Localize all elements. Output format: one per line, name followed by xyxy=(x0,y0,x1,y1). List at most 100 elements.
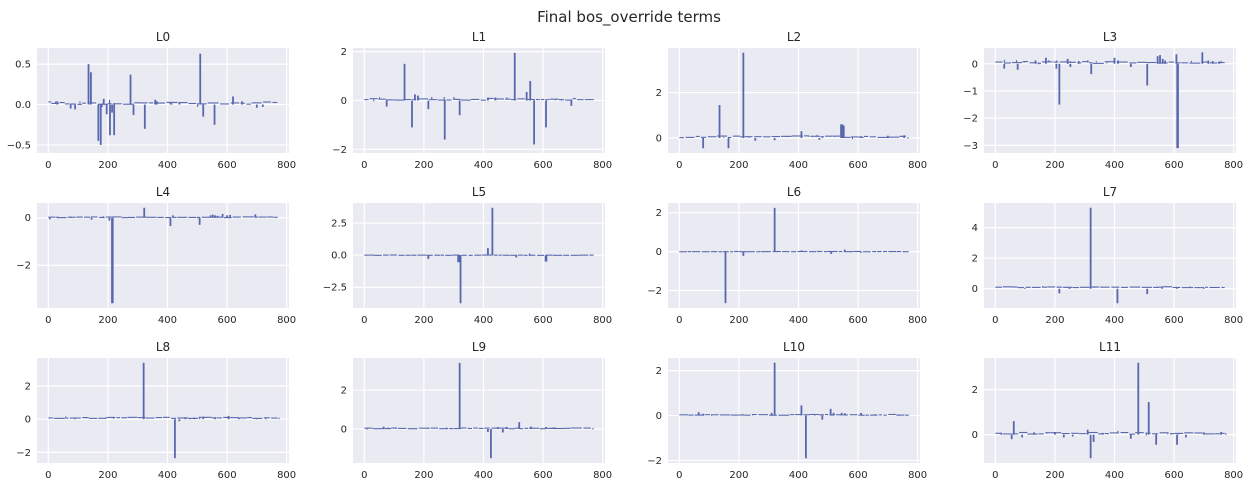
spikes xyxy=(142,362,258,459)
svg-text:400: 400 xyxy=(789,315,808,326)
svg-text:−2: −2 xyxy=(647,286,662,297)
svg-text:0: 0 xyxy=(45,470,51,481)
svg-text:200: 200 xyxy=(1045,160,1064,171)
svg-text:400: 400 xyxy=(473,160,492,171)
subplot-L4: L4 0 −2 0 200 400 600 800 xyxy=(0,181,303,332)
svg-text:800: 800 xyxy=(593,160,612,171)
baseline-trace xyxy=(363,96,594,102)
subplot-canvas-L3: L3 0 −1 −2 −3 0 200 400 600 800 xyxy=(963,30,1243,171)
svg-text:0: 0 xyxy=(972,284,978,295)
svg-text:200: 200 xyxy=(98,470,117,481)
subplot-title: L2 xyxy=(787,30,801,44)
baseline-trace xyxy=(363,254,594,256)
y-tick-labels: 0.5 0.0 −0.5 xyxy=(7,60,31,152)
spikes xyxy=(1003,52,1221,149)
y-tick-labels: 2.5 0.0 −2.5 xyxy=(322,219,346,294)
y-tick-labels: 4 2 0 xyxy=(972,223,978,295)
subplot-canvas-L8: L8 2 0 −2 0 200 400 600 800 xyxy=(16,340,296,481)
svg-text:800: 800 xyxy=(1224,470,1243,481)
x-tick-labels: 0 200 400 600 800 xyxy=(992,315,1243,326)
svg-text:0: 0 xyxy=(361,315,367,326)
svg-text:600: 600 xyxy=(1164,470,1183,481)
svg-text:400: 400 xyxy=(158,470,177,481)
svg-text:800: 800 xyxy=(908,470,927,481)
svg-text:600: 600 xyxy=(533,315,552,326)
svg-text:200: 200 xyxy=(729,160,748,171)
plot-background xyxy=(984,203,1236,308)
gridlines xyxy=(984,358,1236,463)
y-tick-labels: 20 xyxy=(972,385,978,441)
y-tick-labels: 2 0 −2 xyxy=(332,47,347,156)
subplot-title: L4 xyxy=(156,185,170,199)
x-tick-labels: 0 200 400 600 800 xyxy=(361,470,612,481)
subplot-title: L5 xyxy=(471,185,485,199)
svg-text:2: 2 xyxy=(656,88,662,99)
svg-text:400: 400 xyxy=(158,315,177,326)
svg-text:−2: −2 xyxy=(16,448,31,459)
subplot-L5: L5 2.5 0.0 −2.5 0 200 400 600 800 xyxy=(316,181,619,332)
svg-text:400: 400 xyxy=(1105,315,1124,326)
svg-text:600: 600 xyxy=(217,315,236,326)
svg-text:0.5: 0.5 xyxy=(15,60,31,71)
x-tick-labels: 0 200 400 600 800 xyxy=(992,160,1243,171)
svg-text:−2: −2 xyxy=(963,114,978,125)
subplot-title: L0 xyxy=(156,30,170,44)
svg-text:−3: −3 xyxy=(963,141,978,152)
subplot-title: L9 xyxy=(471,340,485,354)
svg-text:0: 0 xyxy=(656,134,662,145)
svg-text:600: 600 xyxy=(1164,315,1183,326)
svg-text:0: 0 xyxy=(992,470,998,481)
svg-text:−2: −2 xyxy=(16,261,31,272)
svg-text:400: 400 xyxy=(1105,160,1124,171)
subplot-L1: L1 2 0 −2 0 200 400 600 800 xyxy=(316,26,619,177)
baseline-trace xyxy=(679,413,910,416)
svg-text:0.0: 0.0 xyxy=(15,100,31,111)
spikes xyxy=(702,52,906,149)
plot-background xyxy=(668,203,920,308)
gridlines xyxy=(984,203,1236,308)
svg-text:800: 800 xyxy=(1224,160,1243,171)
svg-text:2: 2 xyxy=(656,208,662,219)
svg-text:600: 600 xyxy=(848,315,867,326)
svg-text:600: 600 xyxy=(1164,160,1183,171)
y-tick-labels: 0 −1 −2 −3 xyxy=(963,59,978,152)
svg-text:400: 400 xyxy=(158,160,177,171)
svg-text:−2: −2 xyxy=(332,145,347,156)
svg-text:0: 0 xyxy=(361,160,367,171)
svg-text:0: 0 xyxy=(656,411,662,422)
svg-text:600: 600 xyxy=(217,160,236,171)
svg-text:2: 2 xyxy=(972,254,978,265)
svg-text:0: 0 xyxy=(972,430,978,441)
svg-text:200: 200 xyxy=(729,470,748,481)
plot-background xyxy=(668,358,920,463)
svg-text:0: 0 xyxy=(45,315,51,326)
subplot-title: L11 xyxy=(1099,340,1121,354)
svg-text:200: 200 xyxy=(414,470,433,481)
y-tick-labels: 2 0 −2 xyxy=(647,366,662,467)
svg-text:400: 400 xyxy=(473,315,492,326)
subplot-title: L7 xyxy=(1103,185,1117,199)
subplot-canvas-L6: L6 2 0 −2 0 200 400 600 800 xyxy=(647,185,927,326)
subplot-title: L6 xyxy=(787,185,801,199)
subplot-canvas-L0: L0 0.5 0.0 −0.5 0 200 400 600 800 xyxy=(7,30,296,171)
subplot-L2: L2 2 0 0 200 400 600 800 xyxy=(631,26,934,177)
subplot-L7: L7 4 2 0 0 200 400 600 800 xyxy=(947,181,1250,332)
gridlines xyxy=(984,48,1236,153)
x-tick-labels: 0 200 400 600 800 xyxy=(676,315,927,326)
spikes xyxy=(1000,362,1223,459)
svg-text:−1: −1 xyxy=(963,86,978,97)
svg-text:0: 0 xyxy=(676,470,682,481)
svg-text:0: 0 xyxy=(656,247,662,258)
gridlines xyxy=(37,358,289,463)
svg-text:0: 0 xyxy=(992,160,998,171)
svg-text:800: 800 xyxy=(277,160,296,171)
y-tick-labels: 20 xyxy=(656,88,662,144)
subplot-canvas-L4: L4 0 −2 0 200 400 600 800 xyxy=(16,185,296,326)
svg-text:0: 0 xyxy=(992,315,998,326)
plot-background xyxy=(984,358,1236,463)
baseline-trace xyxy=(679,134,909,140)
